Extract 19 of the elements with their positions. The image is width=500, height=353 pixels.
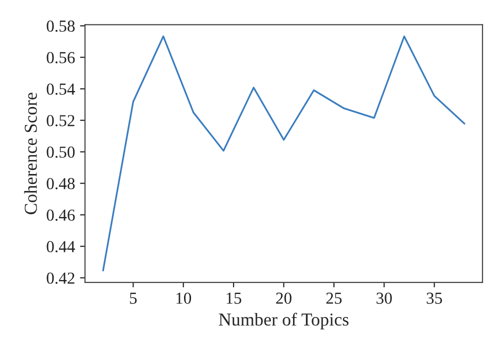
y-tick-label: 0.54	[46, 84, 76, 95]
y-tick-label: 0.58	[46, 20, 75, 32]
x-tick-label: 30	[376, 292, 392, 304]
y-tick-label: 0.50	[46, 146, 75, 158]
y-tick-label: 0.42	[46, 272, 74, 284]
line-series	[102, 36, 466, 272]
x-tick-label: 5	[130, 292, 137, 304]
x-tick-label: 10	[176, 292, 192, 304]
x-tick-label: 35	[426, 292, 442, 304]
y-tick-label: 0.52	[46, 115, 74, 126]
y-tick-label: 0.44	[46, 241, 76, 252]
x-axis-title: Number of Topics	[218, 312, 348, 330]
y-tick-label: 0.46	[46, 210, 75, 221]
y-tick-label: 0.56	[46, 52, 75, 64]
x-tick-label: 20	[276, 292, 292, 304]
y-tick-label: 0.48	[46, 178, 75, 190]
x-tick-label: 15	[226, 292, 242, 304]
x-tick-label: 25	[326, 292, 342, 304]
y-axis-title: Coherence Score	[24, 92, 37, 214]
